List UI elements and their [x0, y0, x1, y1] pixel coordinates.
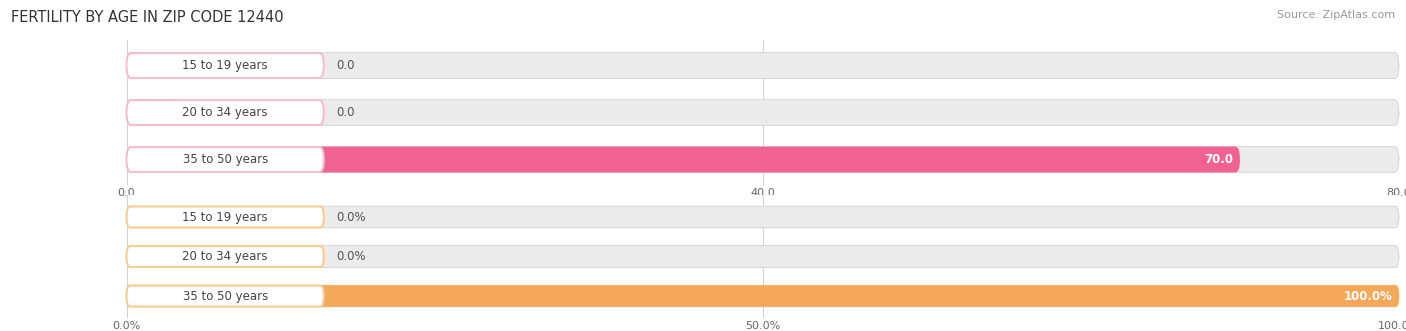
FancyBboxPatch shape [127, 100, 323, 125]
Text: FERTILITY BY AGE IN ZIP CODE 12440: FERTILITY BY AGE IN ZIP CODE 12440 [11, 10, 284, 25]
Text: 70.0: 70.0 [1205, 153, 1233, 166]
FancyBboxPatch shape [127, 206, 177, 228]
Text: 100.0%: 100.0% [1344, 290, 1392, 303]
FancyBboxPatch shape [127, 246, 177, 267]
Text: 35 to 50 years: 35 to 50 years [183, 290, 267, 303]
Text: 20 to 34 years: 20 to 34 years [183, 106, 269, 119]
FancyBboxPatch shape [127, 286, 323, 307]
FancyBboxPatch shape [127, 206, 1399, 228]
FancyBboxPatch shape [127, 147, 323, 172]
Text: 15 to 19 years: 15 to 19 years [183, 211, 269, 223]
Text: 15 to 19 years: 15 to 19 years [183, 59, 269, 72]
FancyBboxPatch shape [127, 53, 1399, 78]
Text: Source: ZipAtlas.com: Source: ZipAtlas.com [1277, 10, 1395, 20]
FancyBboxPatch shape [127, 207, 323, 227]
FancyBboxPatch shape [127, 147, 1240, 172]
FancyBboxPatch shape [127, 53, 323, 78]
FancyBboxPatch shape [127, 100, 1399, 125]
FancyBboxPatch shape [127, 100, 177, 125]
Text: 0.0%: 0.0% [336, 250, 366, 263]
Text: 0.0: 0.0 [336, 106, 354, 119]
FancyBboxPatch shape [127, 147, 1399, 172]
Text: 35 to 50 years: 35 to 50 years [183, 153, 267, 166]
FancyBboxPatch shape [127, 53, 177, 78]
FancyBboxPatch shape [127, 246, 1399, 267]
Text: 0.0: 0.0 [336, 59, 354, 72]
FancyBboxPatch shape [127, 285, 1399, 307]
Text: 20 to 34 years: 20 to 34 years [183, 250, 269, 263]
FancyBboxPatch shape [127, 285, 1399, 307]
Text: 0.0%: 0.0% [336, 211, 366, 223]
FancyBboxPatch shape [127, 246, 323, 267]
